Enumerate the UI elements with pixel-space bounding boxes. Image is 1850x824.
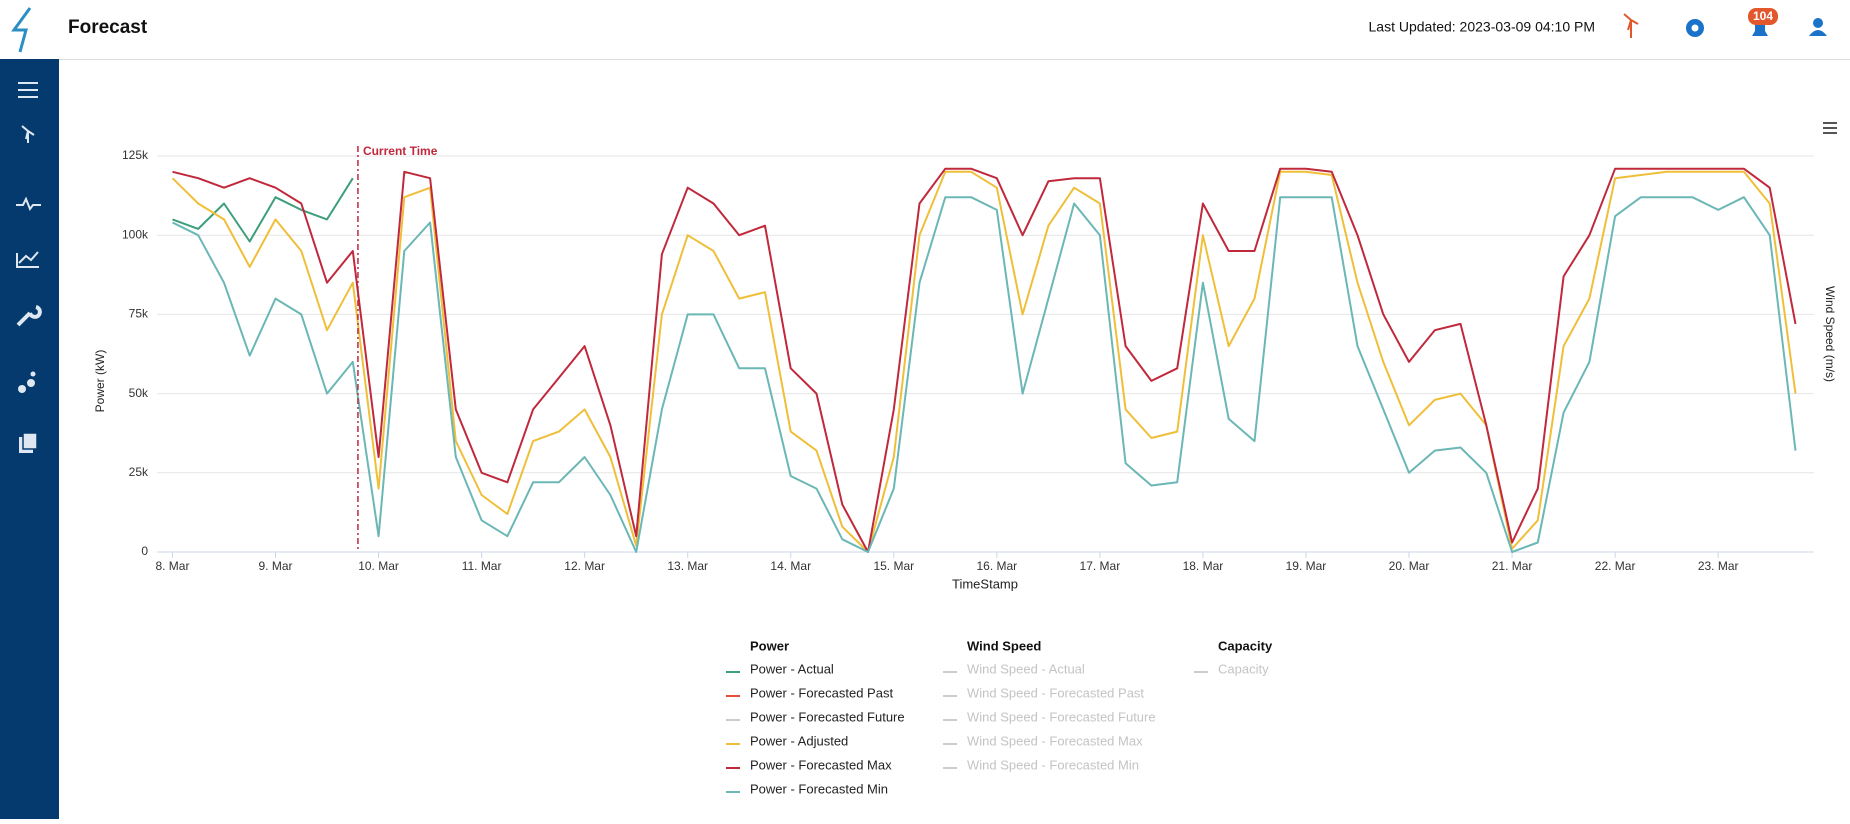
docs-nav[interactable] [19,432,38,453]
legend-group-title: Capacity [1218,638,1273,653]
legend-label: Power - Adjusted [750,733,848,748]
legend-item[interactable]: Power - Adjusted [726,733,848,748]
tools-nav[interactable] [16,305,42,327]
notifications-icon[interactable]: 104 [1748,8,1778,36]
top-bar-graphics: Forecast Last Updated: 2023-03-09 04:10 … [11,7,1827,53]
legend-group-title: Wind Speed [967,638,1041,653]
top-bar: Forecast Last Updated: 2023-03-09 04:10 … [0,0,1850,60]
x-axis-title: TimeStamp [952,576,1018,591]
settings-icon[interactable] [1686,19,1704,37]
x-tick-label: 19. Mar [1286,559,1327,573]
x-tick-label: 10. Mar [358,559,399,573]
legend-item[interactable]: Capacity [1194,661,1269,676]
legend-item[interactable]: Wind Speed - Forecasted Max [943,733,1143,748]
x-tick-label: 11. Mar [462,559,502,573]
legend-item[interactable]: Power - Forecasted Past [726,685,893,700]
series-line [172,177,354,243]
x-tick-label: 14. Mar [770,559,811,573]
export-menu[interactable] [1823,122,1837,134]
chart: Power (kW) Wind Speed (m/s) TimeStamp 0 2… [93,122,1837,796]
current-time-label: Current Time [363,144,438,158]
y-tick-label: 0 [141,544,148,558]
y-tick-label: 125k [122,148,149,162]
sidebar-icons [16,82,42,453]
legend-label: Power - Actual [750,661,834,676]
x-tick-label: 13. Mar [667,559,708,573]
sidebar [0,59,59,819]
legend-item[interactable]: Wind Speed - Actual [943,661,1085,676]
legend-label: Wind Speed - Forecasted Max [967,733,1143,748]
legend-label: Capacity [1218,661,1269,676]
legend-label: Power - Forecasted Future [750,709,905,724]
legend-label: Power - Forecasted Past [750,685,893,700]
x-tick-label: 15. Mar [873,559,914,573]
scatter-nav[interactable] [18,371,36,394]
series-line [171,170,1797,553]
chart-nav[interactable] [16,251,39,268]
legend-item[interactable]: Power - Forecasted Max [726,757,892,772]
legend-label: Power - Forecasted Max [750,757,892,772]
y-tick-label: 75k [129,307,149,321]
legend-label: Power - Forecasted Min [750,781,888,796]
legend-item[interactable]: Power - Actual [726,661,834,676]
y-axis-title: Power (kW) [93,350,107,413]
last-updated: Last Updated: 2023-03-09 04:10 PM [1369,19,1596,35]
x-tick-label: 22. Mar [1595,559,1636,573]
turbine-nav[interactable] [21,125,35,143]
x-tick-label: 23. Mar [1698,559,1739,573]
series-line [172,167,1797,553]
legend-item[interactable]: Power - Forecasted Future [726,709,905,724]
y-tick-label: 25k [129,465,149,479]
series-line [172,196,1797,553]
legend-label: Wind Speed - Forecasted Future [967,709,1156,724]
y-tick-label: 50k [129,386,149,400]
page-title: Forecast [68,17,148,38]
legend-item[interactable]: Wind Speed - Forecasted Past [943,685,1144,700]
legend-label: Wind Speed - Actual [967,661,1085,676]
legend-item[interactable]: Power - Forecasted Min [726,781,888,796]
x-tick-label: 9. Mar [258,559,292,573]
x-tick-label: 20. Mar [1389,559,1430,573]
notification-count: 104 [1753,9,1773,23]
pulse-nav[interactable] [16,196,41,212]
main-content: Power (kW) Wind Speed (m/s) TimeStamp 0 2… [59,60,1850,819]
y2-axis-title: Wind Speed (m/s) [1823,286,1837,382]
legend-item[interactable]: Wind Speed - Forecasted Min [943,757,1139,772]
y-tick-label: 100k [122,227,149,241]
x-tick-label: 8. Mar [155,559,189,573]
menu-icon[interactable] [18,82,38,98]
logo [11,7,32,53]
turbine-icon[interactable] [1623,13,1639,38]
legend-label: Wind Speed - Forecasted Past [967,685,1144,700]
x-tick-label: 12. Mar [564,559,605,573]
x-tick-label: 17. Mar [1080,559,1121,573]
x-tick-label: 16. Mar [976,559,1017,573]
x-tick-label: 21. Mar [1492,559,1533,573]
legend-group-title: Power [750,638,789,653]
user-icon[interactable] [1809,18,1827,36]
x-tick-label: 18. Mar [1183,559,1224,573]
legend-label: Wind Speed - Forecasted Min [967,757,1139,772]
legend-item[interactable]: Wind Speed - Forecasted Future [943,709,1156,724]
